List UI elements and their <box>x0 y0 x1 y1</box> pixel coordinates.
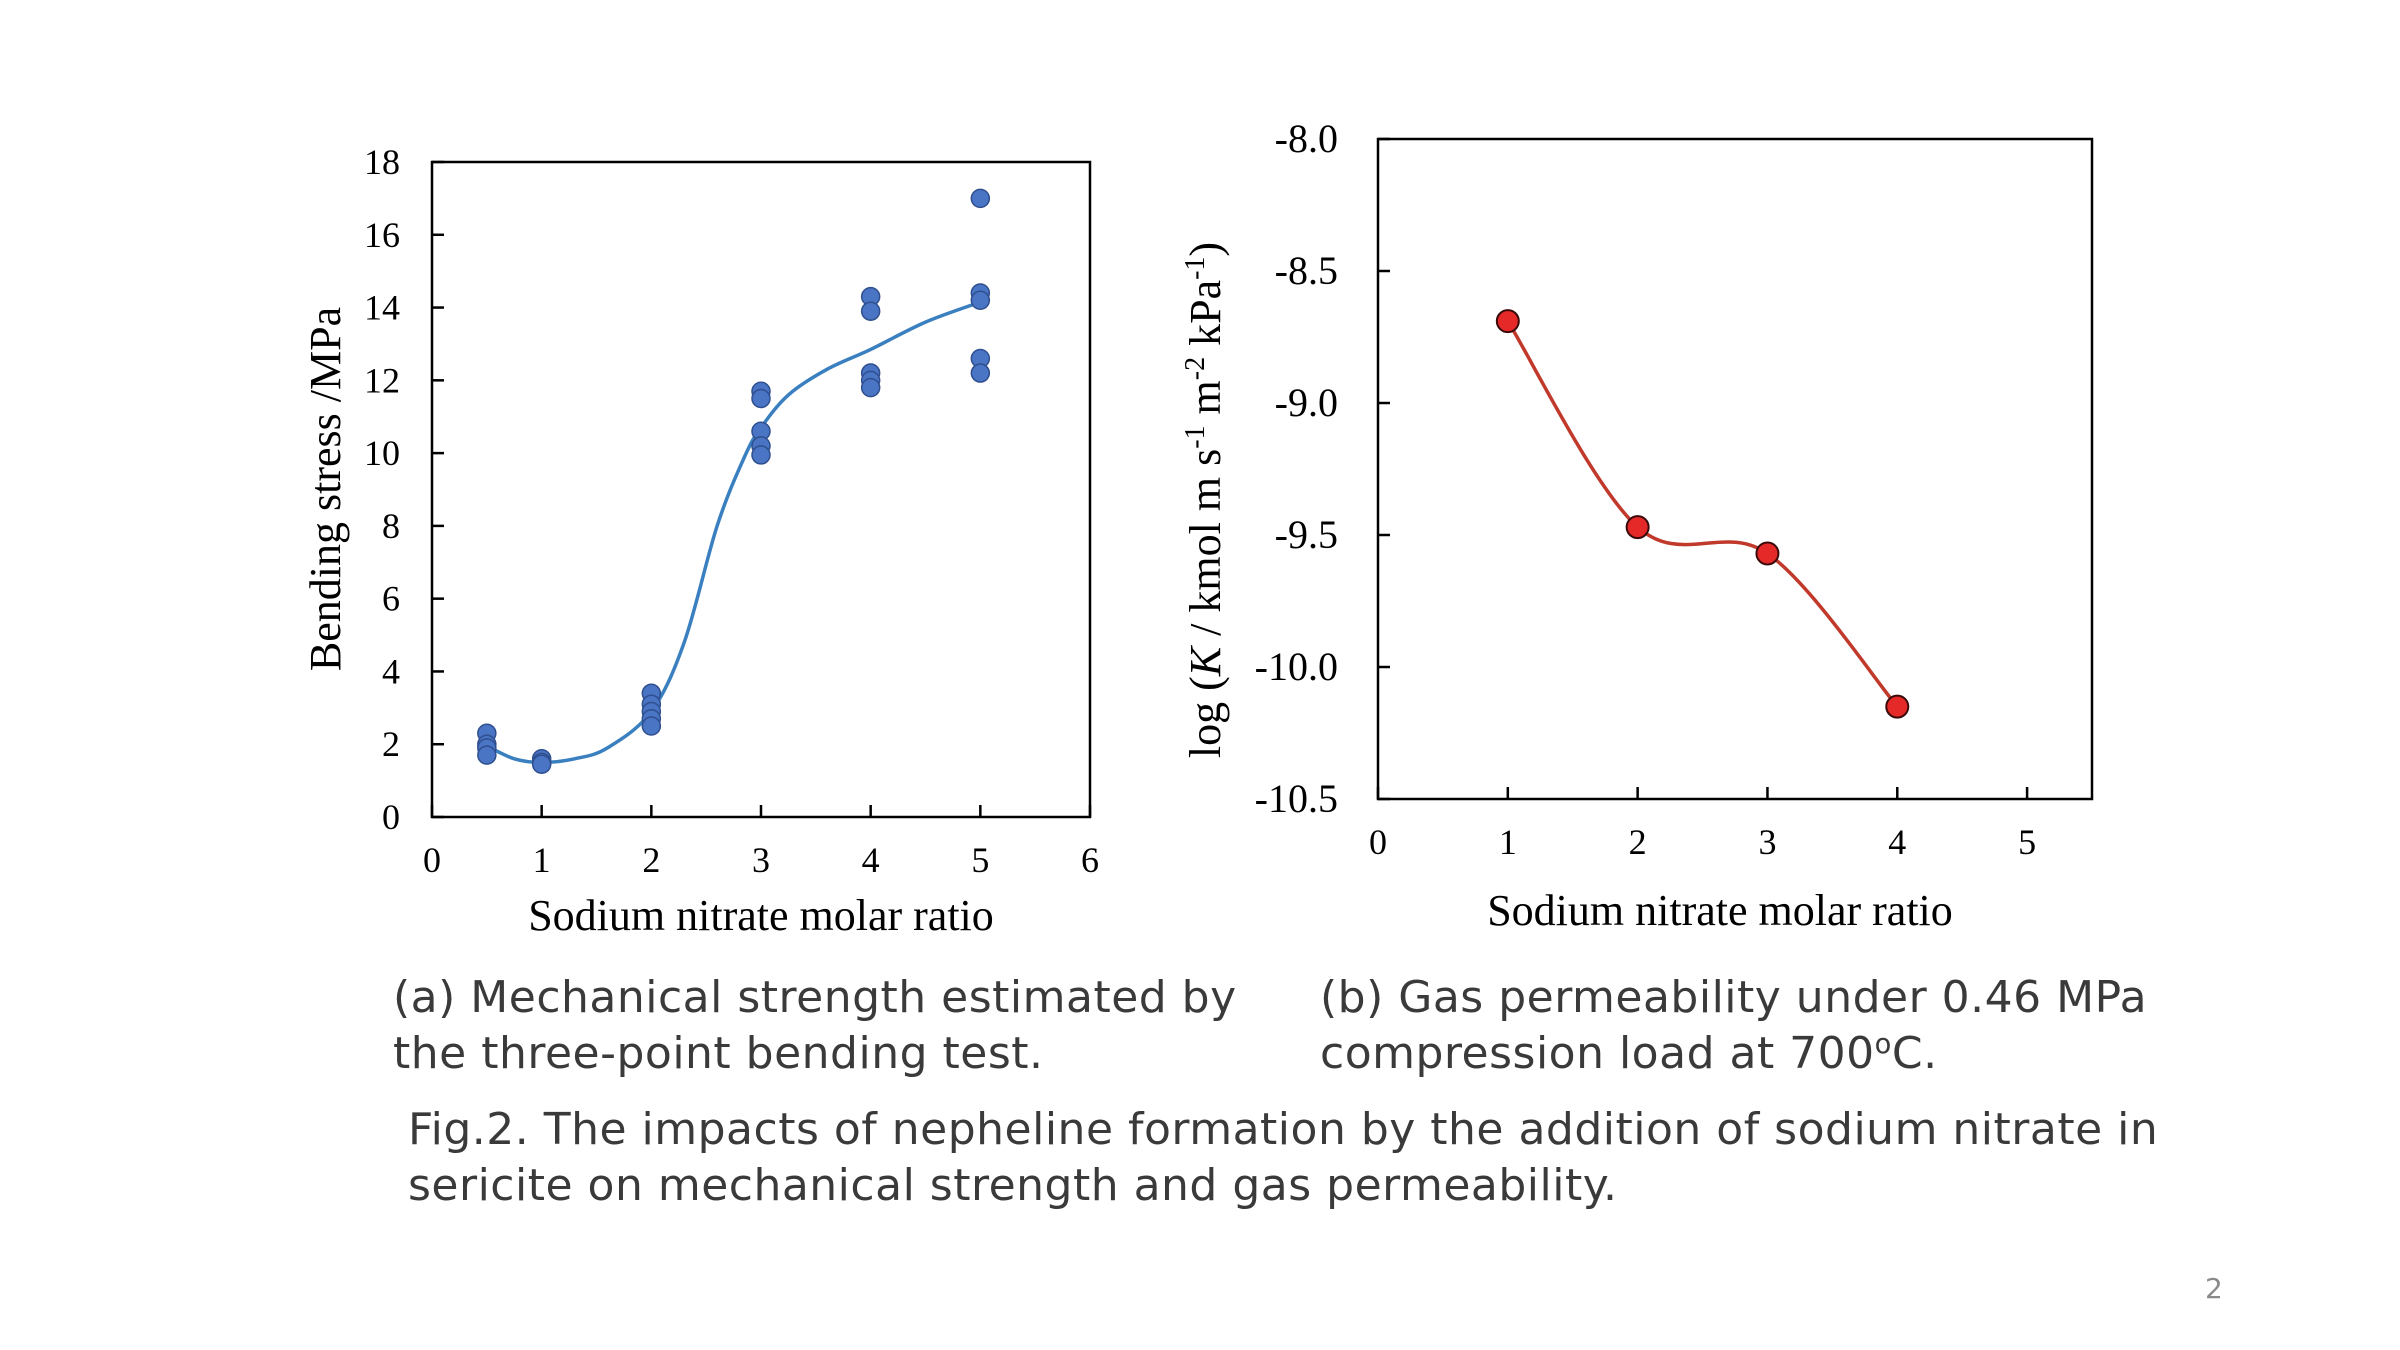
chart-b-y-axis-label: log (K / kmol m s-1 m-2 kPa-1) <box>1180 242 1230 758</box>
caption-b-line2-unit: C. <box>1891 1028 1938 1079</box>
page-number: 2 <box>2205 1272 2223 1305</box>
chart-b-ticks <box>1376 137 2029 801</box>
chart-a-points <box>477 188 991 774</box>
chart-a-data-point <box>477 723 497 744</box>
chart-a-x-tick-label: 6 <box>1081 840 1099 880</box>
chart-a-data-point <box>641 683 662 704</box>
chart-a-y-axis-label: Bending stress /MPa <box>301 307 350 671</box>
chart-a-data-point <box>970 290 991 311</box>
chart-a-data-point <box>477 738 497 758</box>
chart-a-x-tick-label: 5 <box>971 840 989 880</box>
ylabel-middle2: m <box>1181 380 1230 425</box>
chart-a-data-point <box>641 716 662 736</box>
chart-a-y-tick-label: 16 <box>364 215 400 255</box>
chart-a-data-point <box>641 709 662 729</box>
chart-b-data-point <box>1885 694 1910 719</box>
chart-a-x-tick-label: 4 <box>862 840 880 880</box>
ylabel-exp1: -1 <box>1180 425 1211 448</box>
ylabel-prefix: log ( <box>1181 676 1230 758</box>
chart-b-x-tick-label: 2 <box>1629 822 1647 862</box>
chart-a-x-tick-label: 3 <box>752 840 770 880</box>
chart-b-x-tick-label: 4 <box>1888 822 1906 862</box>
chart-b-plot-frame <box>1376 137 2094 801</box>
chart-a-y-tick-label: 12 <box>364 360 400 400</box>
chart-a-data-point <box>751 445 771 465</box>
chart-a-data-point <box>477 734 497 754</box>
chart-a-data-point <box>751 436 771 456</box>
chart-a-y-tick-label: 2 <box>382 724 400 764</box>
chart-a-data-point <box>970 363 991 383</box>
chart-b-data-point <box>1755 541 1780 566</box>
chart-a-x-tick-label: 0 <box>423 840 441 880</box>
caption-b-line2-text: compression load at 700 <box>1320 1028 1875 1079</box>
chart-a-data-point <box>641 701 662 722</box>
chart-a-data-point <box>860 370 881 391</box>
chart-b-y-tick-label: -8.5 <box>1275 248 1338 293</box>
chart-b-y-tick-label: -10.5 <box>1255 776 1338 821</box>
chart-a-data-point <box>860 286 881 307</box>
chart-a-data-point <box>531 752 552 773</box>
ylabel-exp2: -2 <box>1180 357 1211 380</box>
ylabel-italic: K <box>1181 644 1230 677</box>
chart-b-y-tick-label: -10.0 <box>1255 644 1338 689</box>
chart-a-y-tick-label: 10 <box>364 433 400 473</box>
chart-a-data-point <box>751 381 771 401</box>
chart-b-y-tick-label: -8.0 <box>1275 116 1338 161</box>
chart-b-data-point <box>1495 309 1520 334</box>
caption-a: (a) Mechanical strength estimated by the… <box>393 970 1237 1082</box>
chart-b-x-axis-label: Sodium nitrate molar ratio <box>1487 886 1953 935</box>
chart-a-data-point <box>970 283 991 303</box>
caption-b-line1: (b) Gas permeability under 0.46 MPa <box>1320 972 2148 1023</box>
chart-a-data-point <box>860 301 881 321</box>
chart-a-y-tick-label: 6 <box>382 579 400 619</box>
chart-a-data-point <box>970 188 991 209</box>
caption-a-line1: (a) Mechanical strength estimated by <box>393 972 1237 1023</box>
caption-b-line2: compression load at 700oC. <box>1320 1026 2147 1082</box>
ylabel-exp3: -1 <box>1180 257 1211 280</box>
chart-a-y-tick-label: 8 <box>382 506 400 546</box>
degree-superscript: o <box>1874 1029 1892 1060</box>
chart-b-data-point <box>1625 515 1650 540</box>
chart-a-y-tick-label: 14 <box>364 288 400 328</box>
chart-b-x-tick-label: 3 <box>1758 822 1776 862</box>
chart-a-x-axis-label: Sodium nitrate molar ratio <box>528 891 994 940</box>
chart-a-data-point <box>751 388 771 409</box>
ylabel-suffix: ) <box>1181 242 1230 257</box>
chart-a-y-tick-label: 4 <box>382 651 400 691</box>
chart-a-plot-frame <box>430 160 1092 819</box>
chart-a-data-point <box>641 694 662 714</box>
chart-a-x-tick-label: 2 <box>642 840 660 880</box>
chart-a-data-point <box>531 754 552 774</box>
chart-a-data-point <box>970 348 991 369</box>
chart-a-data-point <box>860 363 881 383</box>
chart-b-line <box>1506 320 1899 708</box>
chart-b-x-tick-label: 5 <box>2018 822 2036 862</box>
chart-a-y-tick-label: 0 <box>382 797 400 837</box>
chart-a-fit-curve <box>486 300 981 765</box>
chart-a-ticks <box>430 160 1092 819</box>
figure-caption-line1: Fig.2. The impacts of nepheline formatio… <box>408 1104 2159 1155</box>
caption-a-line2: the three-point bending test. <box>393 1028 1044 1079</box>
chart-b-x-tick-label: 1 <box>1499 822 1517 862</box>
ylabel-middle3: kPa <box>1181 280 1230 357</box>
chart-b-x-tick-label: 0 <box>1369 822 1387 862</box>
chart-a-data-point <box>477 745 497 765</box>
chart-b-tick-labels: 0 1 2 3 4 5 -8.0 -8.5 -9.0 -9.5 -10.0 -10.5 <box>1255 116 2036 862</box>
chart-a-data-point <box>751 421 771 442</box>
ylabel-middle1: / kmol m s <box>1181 449 1230 647</box>
figure-caption: Fig.2. The impacts of nepheline formatio… <box>408 1102 2158 1214</box>
caption-b: (b) Gas permeability under 0.46 MPa comp… <box>1320 970 2147 1082</box>
chart-b-points <box>1495 309 1910 719</box>
figure-caption-line2: sericite on mechanical strength and gas … <box>408 1160 1618 1211</box>
chart-a-data-point <box>860 377 881 398</box>
chart-a-y-tick-label: 18 <box>364 142 400 182</box>
chart-b-y-tick-label: -9.5 <box>1275 512 1338 557</box>
chart-a-x-tick-label: 1 <box>533 840 551 880</box>
chart-a-data-point <box>531 749 552 769</box>
chart-b-y-tick-label: -9.0 <box>1275 380 1338 425</box>
